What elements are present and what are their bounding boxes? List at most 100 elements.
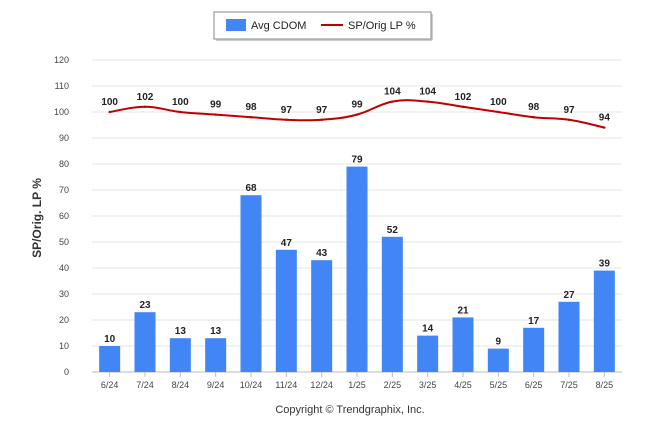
line-value-label: 100 <box>101 97 118 108</box>
bar-avg-cdom <box>205 338 227 372</box>
y-tick-label: 60 <box>59 211 69 221</box>
line-value-label: 102 <box>455 92 472 103</box>
line-labels: 100 102 100 99 98 97 97 99 104 104 102 100 98 97 94 <box>101 87 610 124</box>
bar-avg-cdom <box>240 195 262 372</box>
bars <box>99 166 615 372</box>
line-value-label: 100 <box>490 97 507 108</box>
x-tick-label: 8/24 <box>172 380 190 390</box>
line-point <box>391 100 394 103</box>
line-value-label: 104 <box>419 87 436 98</box>
bar-labels: 10 23 13 13 68 47 43 79 52 14 21 9 17 27 39 <box>104 155 610 348</box>
x-tick-label: 10/24 <box>240 380 263 390</box>
x-tick-label: 6/25 <box>525 380 543 390</box>
x-tick-label: 7/25 <box>560 380 578 390</box>
x-tick-label: 9/24 <box>207 380 225 390</box>
bar-value-label: 79 <box>351 155 363 166</box>
y-tick-label: 120 <box>54 55 69 65</box>
x-tick-label: 11/24 <box>275 380 297 390</box>
x-tick-label: 2/25 <box>384 380 402 390</box>
line-point <box>355 113 359 116</box>
bar-value-label: 27 <box>563 290 575 301</box>
line-point <box>532 116 535 119</box>
legend-label-sp-orig: SP/Orig LP % <box>348 20 416 32</box>
line-point <box>285 118 288 122</box>
x-tick-label: 6/24 <box>101 380 119 390</box>
x-tick-label: 5/25 <box>490 380 508 390</box>
line-point <box>497 110 500 114</box>
x-tick-label: 12/24 <box>310 380 333 390</box>
bar-value-label: 47 <box>281 238 293 249</box>
line-value-label: 98 <box>528 102 540 113</box>
bar-value-label: 14 <box>422 324 434 335</box>
line-value-label: 104 <box>384 87 401 98</box>
y-tick-label: 10 <box>59 341 69 351</box>
bar-avg-cdom <box>99 346 121 372</box>
line-value-label: 98 <box>245 102 257 113</box>
bar-value-label: 13 <box>175 326 187 337</box>
x-tick-label: 1/25 <box>348 380 366 390</box>
copyright-text: Copyright © Trendgraphix, Inc. <box>275 404 424 416</box>
legend-label-avg-cdom: Avg CDOM <box>251 20 306 32</box>
bar-value-label: 23 <box>139 300 151 311</box>
line-point <box>426 100 429 103</box>
line-point <box>143 105 147 109</box>
line-value-label: 97 <box>563 105 575 116</box>
line-point <box>249 116 253 119</box>
line-point <box>603 126 606 129</box>
line-value-label: 100 <box>172 97 189 108</box>
y-tick-label: 100 <box>54 107 69 117</box>
bar-value-label: 43 <box>316 248 328 259</box>
y-tick-label: 50 <box>59 237 69 247</box>
bar-value-label: 21 <box>457 305 469 316</box>
x-tick-label: 8/25 <box>596 380 614 390</box>
bar-avg-cdom <box>169 338 191 372</box>
x-tick-label: 4/25 <box>454 380 472 390</box>
bar-avg-cdom <box>452 317 474 372</box>
line-value-label: 94 <box>599 113 611 124</box>
bar-avg-cdom <box>134 312 156 372</box>
line-point <box>461 105 465 109</box>
y-tick-label: 30 <box>59 289 69 299</box>
line-value-label: 97 <box>316 105 328 116</box>
bar-value-label: 52 <box>387 225 399 236</box>
line-value-label: 99 <box>351 100 363 111</box>
bar-avg-cdom <box>311 260 333 372</box>
bar-value-label: 39 <box>599 259 611 270</box>
bar-value-label: 13 <box>210 326 222 337</box>
line-point <box>214 113 217 116</box>
y-tick-label: 70 <box>59 185 69 195</box>
bar-avg-cdom <box>487 348 509 372</box>
legend: Avg CDOM SP/Orig LP % <box>213 11 433 41</box>
x-tick-label: 3/25 <box>419 380 437 390</box>
y-tick-label: 90 <box>59 133 69 143</box>
y-axis-title: SP/Orig. LP % <box>30 178 44 258</box>
x-axis: 6/24 7/24 8/24 9/24 10/24 11/24 12/24 1/25 2/25 3… <box>101 372 613 390</box>
y-axis: 0 10 20 30 40 50 60 70 80 90 100 110 120 <box>54 55 69 377</box>
bar-avg-cdom <box>523 327 545 372</box>
bar-avg-cdom <box>275 249 297 372</box>
bar-value-label: 68 <box>245 183 257 194</box>
legend-swatch-avg-cdom <box>226 19 246 31</box>
line-point <box>320 118 323 122</box>
y-tick-label: 20 <box>59 315 69 325</box>
x-tick-label: 7/24 <box>136 380 154 390</box>
bar-avg-cdom <box>381 236 403 372</box>
y-tick-label: 80 <box>59 159 69 169</box>
line-value-label: 99 <box>210 100 222 111</box>
line-point <box>108 110 111 114</box>
bar-value-label: 9 <box>496 337 502 348</box>
line-point <box>179 110 182 114</box>
y-tick-label: 40 <box>59 263 69 273</box>
bar-value-label: 17 <box>528 316 540 327</box>
bar-avg-cdom <box>593 270 615 372</box>
bar-avg-cdom <box>417 335 439 372</box>
bar-value-label: 10 <box>104 334 116 345</box>
bar-avg-cdom <box>558 301 580 372</box>
line-point <box>567 118 571 122</box>
line-value-label: 102 <box>137 92 154 103</box>
line-series <box>108 99 606 129</box>
line-value-label: 97 <box>281 105 293 116</box>
y-tick-label: 0 <box>64 367 69 377</box>
